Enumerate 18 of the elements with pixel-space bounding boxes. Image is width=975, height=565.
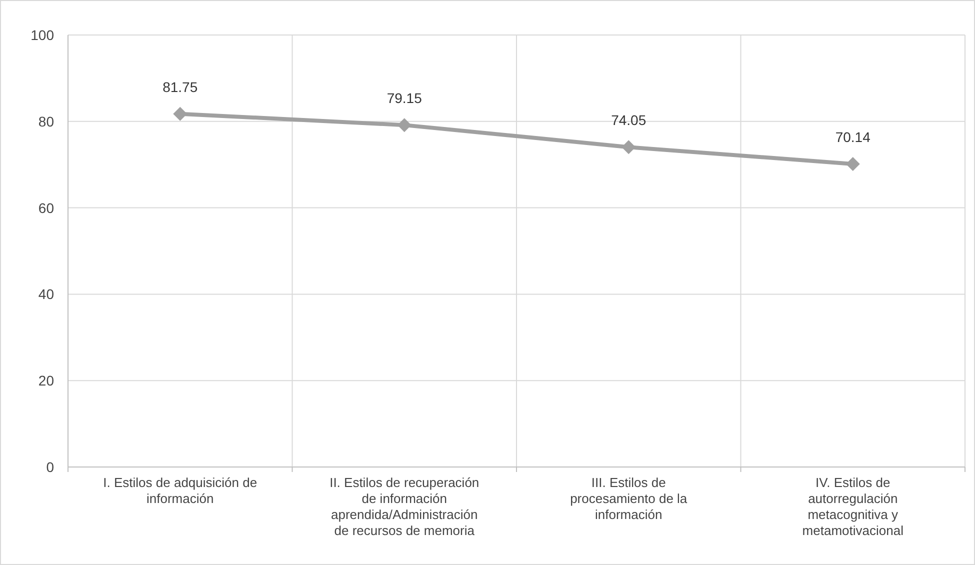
x-tick-label: I. Estilos de adquisición de información	[103, 475, 258, 506]
y-tick-label: 20	[38, 372, 54, 389]
y-tick-label: 40	[38, 286, 54, 302]
y-tick-label: 0	[46, 459, 54, 475]
data-label: 70.14	[835, 128, 871, 145]
point	[397, 118, 412, 132]
x-tick-label: III. Estilos de procesamiento de la información	[570, 475, 688, 522]
point	[173, 106, 188, 121]
y-tick-label: 100	[30, 27, 54, 43]
data-label: 74.05	[611, 112, 646, 128]
data-label: 81.75	[162, 78, 198, 95]
y-tick-label: 80	[38, 113, 54, 130]
x-tick-label: IV. Estilos de autorregulación metacognitiva y metamotivacional	[802, 475, 904, 538]
x-tick-label: II. Estilos de recuperación de información aprendida/Administración de recursos de memoria	[330, 475, 480, 538]
point	[622, 140, 636, 154]
point	[846, 156, 860, 171]
data-label: 79.15	[386, 90, 422, 106]
y-tick-label: 60	[38, 200, 54, 216]
